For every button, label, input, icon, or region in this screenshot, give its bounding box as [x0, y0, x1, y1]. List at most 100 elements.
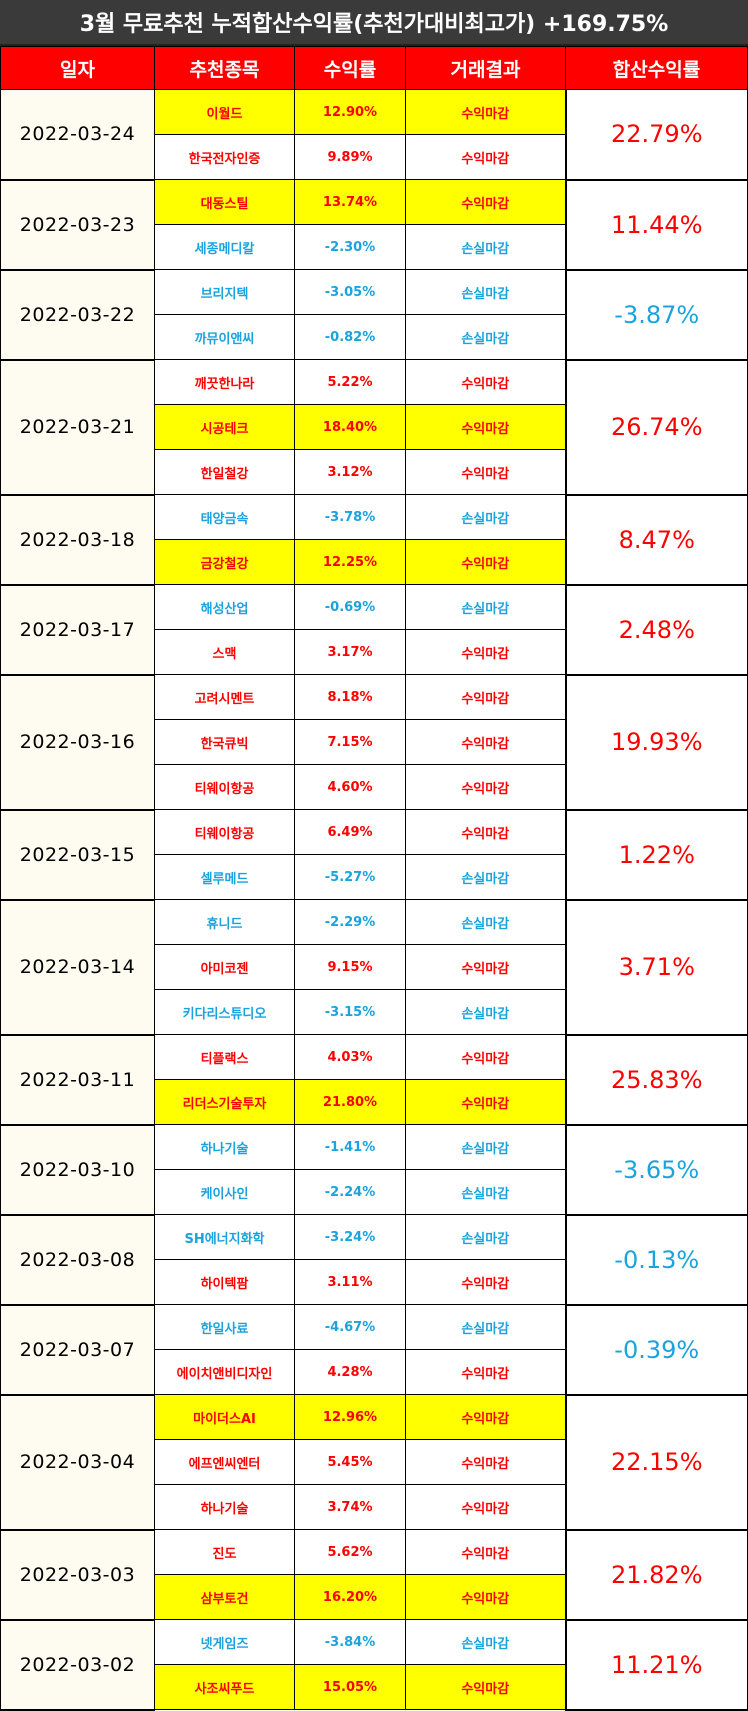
rate-cell: 9.89%: [294, 134, 406, 180]
total-return-cell: 11.44%: [564, 179, 748, 271]
date-cell: 2022-03-15: [0, 809, 155, 901]
result-cell: 수익마감: [405, 809, 566, 855]
stock-name-cell: 리더스기술투자: [154, 1079, 295, 1125]
rate-cell: 21.80%: [294, 1079, 406, 1125]
result-cell: 수익마감: [405, 944, 566, 990]
date-cell: 2022-03-18: [0, 494, 155, 586]
total-return-cell: 22.79%: [564, 89, 748, 181]
result-cell: 수익마감: [405, 1259, 566, 1305]
result-cell: 손실마감: [405, 899, 566, 945]
rate-cell: 13.74%: [294, 179, 406, 225]
table-row: 스맥 3.17% 수익마감: [1, 629, 748, 675]
table-row: 2022-03-07 한일사료 -4.67% 손실마감 -0.39%: [0, 1304, 748, 1396]
rate-cell: -4.67%: [294, 1304, 406, 1350]
rate-cell: 16.20%: [294, 1574, 406, 1620]
rate-cell: 3.74%: [294, 1484, 406, 1530]
stock-name-cell: 금강철강: [154, 539, 295, 585]
rate-cell: 3.12%: [294, 449, 406, 495]
result-cell: 수익마감: [405, 359, 566, 405]
total-return-cell: 26.74%: [564, 359, 748, 496]
total-return-cell: -3.65%: [564, 1124, 748, 1216]
stock-name-cell: 에이치앤비디자인: [154, 1349, 295, 1395]
results-table: 일자 추천종목 수익률 거래결과 합산수익률 2022-03-24 이월드 12.9…: [0, 46, 748, 1711]
table-row: 2022-03-21 깨끗한나라 5.22% 수익마감 26.74%: [0, 359, 748, 496]
date-cell: 2022-03-23: [0, 179, 155, 271]
rate-cell: 12.96%: [294, 1394, 406, 1440]
rate-cell: -2.24%: [294, 1169, 406, 1215]
rate-cell: -3.24%: [294, 1214, 406, 1260]
rate-cell: 5.45%: [294, 1439, 406, 1485]
date-cell: 2022-03-08: [0, 1214, 155, 1306]
result-cell: 수익마감: [405, 629, 566, 675]
table-row: 2022-03-03 진도 5.62% 수익마감 21.82%: [0, 1529, 748, 1621]
rate-cell: 4.03%: [294, 1034, 406, 1080]
table-row: 한국전자인증 9.89% 수익마감: [1, 134, 748, 180]
stock-name-cell: 케이사인: [154, 1169, 295, 1215]
header-stock: 추천종목: [154, 46, 295, 90]
result-cell: 수익마감: [405, 1394, 566, 1440]
total-return-cell: 25.83%: [564, 1034, 748, 1126]
result-cell: 손실마감: [405, 1304, 566, 1350]
result-cell: 수익마감: [405, 89, 566, 135]
result-cell: 수익마감: [405, 404, 566, 450]
result-cell: 손실마감: [405, 1124, 566, 1170]
rate-cell: -3.05%: [294, 269, 406, 315]
result-cell: 손실마감: [405, 1619, 566, 1665]
results-body: 2022-03-24 이월드 12.90% 수익마감 22.79% 한국전자인증 9.89%…: [0, 89, 748, 1711]
table-row: 2022-03-23 대동스틸 13.74% 수익마감 11.44%: [0, 179, 748, 271]
result-cell: 수익마감: [405, 1349, 566, 1395]
result-cell: 수익마감: [405, 1664, 566, 1710]
total-return-cell: -0.39%: [564, 1304, 748, 1396]
page-title: 3월 무료추천 누적합산수익률(추천가대비최고가) +169.75%: [0, 0, 748, 46]
stock-name-cell: 티플랙스: [154, 1034, 295, 1080]
table-row: 티웨이항공 4.60% 수익마감: [1, 764, 748, 810]
date-cell: 2022-03-07: [0, 1304, 155, 1396]
result-cell: 손실마감: [405, 1214, 566, 1260]
date-cell: 2022-03-10: [0, 1124, 155, 1216]
rate-cell: 9.15%: [294, 944, 406, 990]
stock-name-cell: 하나기술: [154, 1124, 295, 1170]
stock-name-cell: 브리지텍: [154, 269, 295, 315]
rate-cell: 15.05%: [294, 1664, 406, 1710]
result-cell: 손실마감: [405, 269, 566, 315]
rate-cell: 5.62%: [294, 1529, 406, 1575]
table-row: 시공테크 18.40% 수익마감: [1, 404, 748, 450]
stock-name-cell: 이월드: [154, 89, 295, 135]
date-cell: 2022-03-17: [0, 584, 155, 676]
stock-name-cell: SH에너지화학: [154, 1214, 295, 1260]
rate-cell: -2.30%: [294, 224, 406, 270]
result-cell: 수익마감: [405, 1034, 566, 1080]
rate-cell: -3.78%: [294, 494, 406, 540]
result-cell: 수익마감: [405, 449, 566, 495]
table-row: 2022-03-16 고려시멘트 8.18% 수익마감 19.93%: [0, 674, 748, 811]
result-cell: 손실마감: [405, 989, 566, 1035]
table-row: 에이치앤비디자인 4.28% 수익마감: [1, 1349, 748, 1395]
stock-name-cell: 까뮤이앤씨: [154, 314, 295, 360]
table-row: 2022-03-15 티웨이항공 6.49% 수익마감 1.22%: [0, 809, 748, 901]
table-row: 키다리스튜디오 -3.15% 손실마감: [1, 989, 748, 1035]
total-return-cell: 2.48%: [564, 584, 748, 676]
result-cell: 수익마감: [405, 674, 566, 720]
result-cell: 손실마감: [405, 584, 566, 630]
date-cell: 2022-03-24: [0, 89, 155, 181]
date-cell: 2022-03-11: [0, 1034, 155, 1126]
table-row: 한일철강 3.12% 수익마감: [1, 449, 748, 495]
date-cell: 2022-03-22: [0, 269, 155, 361]
total-return-cell: 19.93%: [564, 674, 748, 811]
table-row: 2022-03-22 브리지텍 -3.05% 손실마감 -3.87%: [0, 269, 748, 361]
result-cell: 수익마감: [405, 179, 566, 225]
date-cell: 2022-03-03: [0, 1529, 155, 1621]
table-row: 하나기술 3.74% 수익마감: [1, 1484, 748, 1530]
table-row: 금강철강 12.25% 수익마감: [1, 539, 748, 585]
stock-name-cell: 아미코젠: [154, 944, 295, 990]
header-row: 일자 추천종목 수익률 거래결과 합산수익률: [0, 46, 748, 90]
date-cell: 2022-03-16: [0, 674, 155, 811]
stock-name-cell: 티웨이항공: [154, 764, 295, 810]
stock-name-cell: 마이더스AI: [154, 1394, 295, 1440]
stock-name-cell: 넷게임즈: [154, 1619, 295, 1665]
rate-cell: -1.41%: [294, 1124, 406, 1170]
stock-name-cell: 한국큐빅: [154, 719, 295, 765]
table-row: 아미코젠 9.15% 수익마감: [1, 944, 748, 990]
result-cell: 손실마감: [405, 224, 566, 270]
